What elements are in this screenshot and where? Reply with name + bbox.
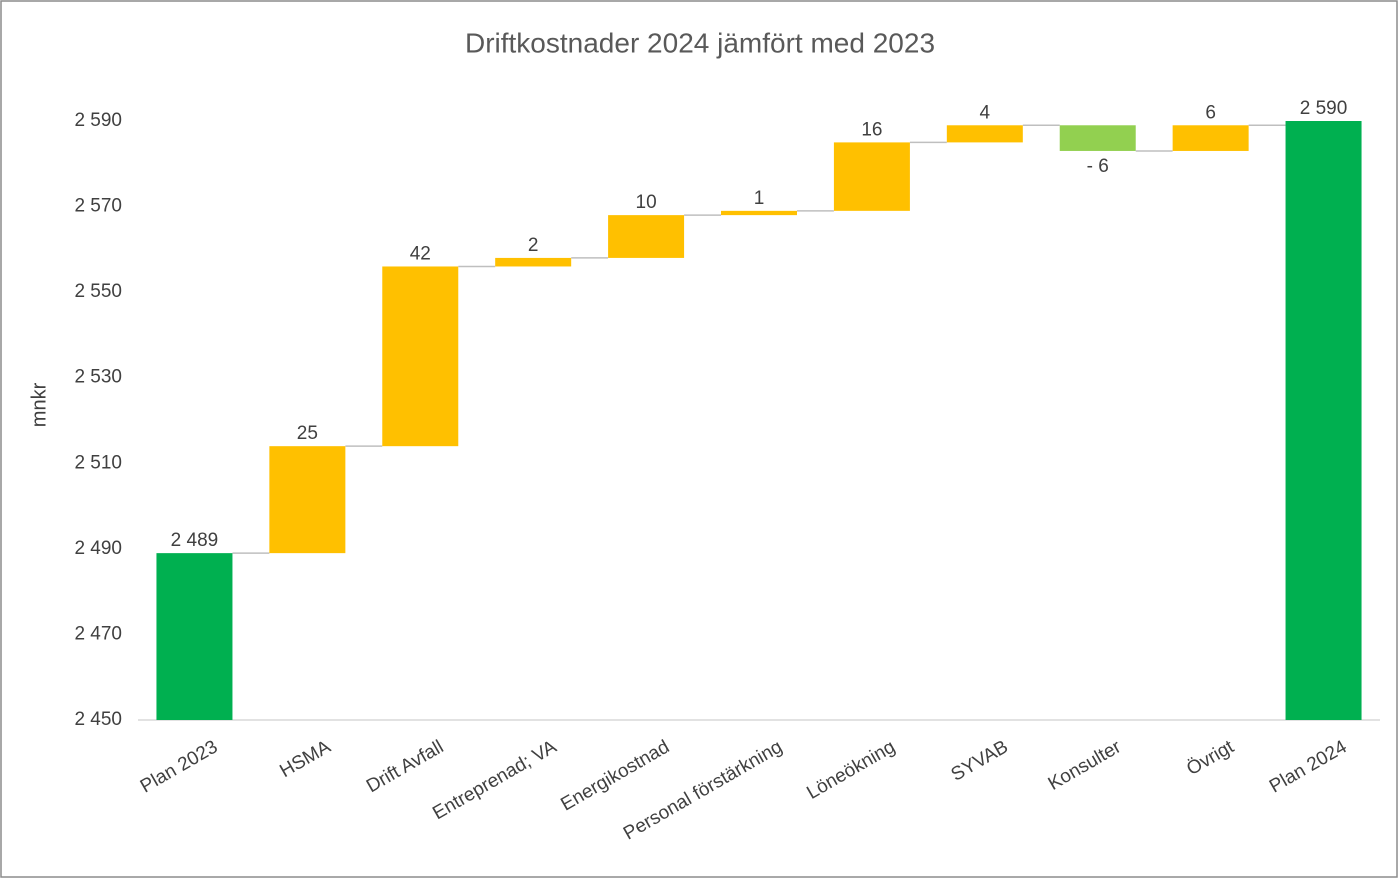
y-tick-label: 2 530 — [74, 367, 122, 388]
y-tick-label: 2 550 — [74, 281, 122, 302]
bar — [721, 210, 797, 216]
chart-title: Driftkostnader 2024 jämfört med 2023 — [465, 27, 935, 58]
data-label: 6 — [1205, 102, 1216, 123]
y-axis-label: mnkr — [28, 382, 50, 427]
y-tick-label: 2 590 — [74, 110, 122, 131]
bar — [1059, 125, 1136, 151]
bar — [833, 142, 910, 211]
data-label: 1 — [754, 188, 765, 209]
y-tick-label: 2 570 — [74, 196, 122, 217]
bar — [1285, 121, 1362, 720]
bar — [608, 215, 685, 258]
data-label: 4 — [980, 102, 991, 123]
data-label: - 6 — [1087, 156, 1109, 177]
bar — [495, 257, 572, 267]
bar — [269, 446, 346, 554]
data-label: 10 — [636, 192, 657, 213]
y-tick-label: 2 470 — [74, 623, 122, 644]
y-tick-label: 2 510 — [74, 452, 122, 473]
data-label: 2 489 — [171, 530, 219, 551]
data-label: 2 590 — [1300, 98, 1348, 119]
data-label: 16 — [861, 119, 882, 140]
data-label: 25 — [297, 423, 318, 444]
bar — [156, 553, 233, 720]
data-label: 2 — [528, 235, 539, 256]
bar — [382, 266, 459, 447]
data-label: 42 — [410, 243, 431, 264]
y-tick-label: 2 450 — [74, 709, 122, 730]
bar — [946, 125, 1023, 143]
bar — [1172, 125, 1249, 151]
y-tick-label: 2 490 — [74, 538, 122, 559]
